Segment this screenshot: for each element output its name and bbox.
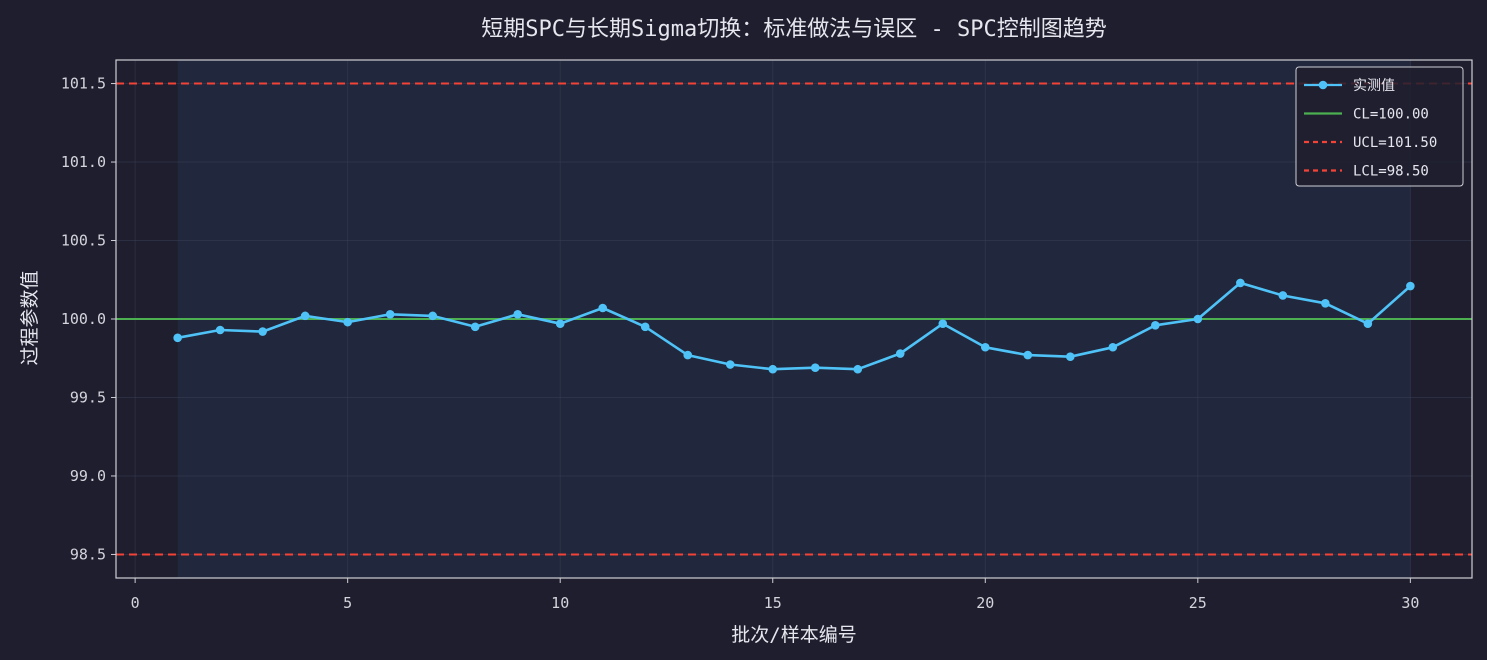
y-axis-label: 过程参数值 xyxy=(19,270,41,365)
y-tick-label: 101.5 xyxy=(61,75,106,93)
data-point xyxy=(1406,281,1415,291)
x-axis-ticks: 0 5 10 15 20 25 30 xyxy=(131,578,1419,612)
series-layer xyxy=(173,278,1415,374)
data-point xyxy=(1236,278,1245,288)
data-point xyxy=(215,325,225,335)
data-point xyxy=(470,322,480,332)
legend-label-2: UCL=101.50 xyxy=(1353,135,1437,151)
data-point xyxy=(895,349,905,358)
x-tick-label: 30 xyxy=(1401,594,1419,612)
data-point xyxy=(343,317,352,327)
legend-label-0: 实测值 xyxy=(1353,78,1395,94)
data-point xyxy=(980,342,990,352)
data-point xyxy=(1108,342,1118,352)
y-tick-label: 100.5 xyxy=(61,232,106,250)
x-tick-label: 5 xyxy=(343,594,352,612)
data-point xyxy=(385,309,395,319)
series-line-0 xyxy=(177,281,1412,371)
y-tick-label: 100.0 xyxy=(61,310,106,328)
data-point xyxy=(598,303,608,313)
y-tick-label: 99.0 xyxy=(70,467,106,485)
data-point xyxy=(1023,350,1033,360)
data-point xyxy=(768,364,778,374)
x-tick-label: 0 xyxy=(131,594,140,612)
data-point xyxy=(1278,291,1288,300)
data-point xyxy=(513,309,522,319)
data-point xyxy=(1066,352,1075,361)
y-tick-label: 99.5 xyxy=(70,388,106,406)
data-point xyxy=(300,311,310,321)
legend-frame xyxy=(1295,66,1464,187)
data-point xyxy=(1321,299,1330,308)
data-point xyxy=(640,322,650,332)
y-tick-label: 98.5 xyxy=(70,545,106,563)
data-point xyxy=(938,319,948,329)
x-tick-label: 15 xyxy=(764,594,782,612)
x-tick-label: 20 xyxy=(976,594,994,612)
y-axis-ticks: 98.5 99.0 99.5 100.0 100.5 101.0 101.5 xyxy=(61,75,116,563)
data-point xyxy=(683,350,693,360)
chart-title: 短期SPC与长期Sigma切换：标准做法与误区 - SPC控制图趋势 xyxy=(481,17,1106,42)
x-axis-label: 批次/样本编号 xyxy=(731,624,856,646)
y-tick-label: 101.0 xyxy=(61,153,106,171)
legend-label-3: LCL=98.50 xyxy=(1353,164,1429,180)
x-tick-label: 25 xyxy=(1189,594,1207,612)
data-point xyxy=(258,327,267,336)
data-point xyxy=(725,360,735,369)
reference-lines xyxy=(116,82,1472,556)
legend: 实测值 CL=100.00 UCL=101.50 LCL=98.50 xyxy=(1295,66,1464,187)
data-point xyxy=(1363,319,1373,329)
data-point xyxy=(173,333,182,343)
data-point xyxy=(428,311,437,321)
data-point xyxy=(853,364,863,374)
data-point xyxy=(1151,320,1160,330)
legend-label-1: CL=100.00 xyxy=(1353,107,1429,123)
data-point xyxy=(810,363,820,372)
legend-marker xyxy=(1318,80,1328,90)
data-point xyxy=(555,319,565,329)
data-point xyxy=(1193,314,1203,324)
x-tick-label: 10 xyxy=(551,594,569,612)
